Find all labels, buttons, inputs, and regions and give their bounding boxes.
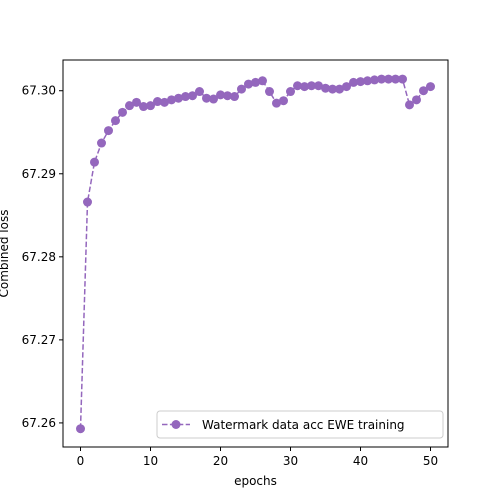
data-point [398,74,407,84]
data-point [342,82,351,92]
data-point [76,424,85,434]
data-point [251,77,260,87]
data-point [195,87,204,97]
data-point [300,82,309,92]
x-tick-label: 0 [77,454,85,468]
data-point [118,107,127,117]
data-point [132,97,141,107]
legend: Watermark data acc EWE training [156,410,444,439]
data-point [111,116,120,126]
data-point [321,83,330,93]
data-point [223,91,232,101]
y-tick-label: 67.26 [22,416,56,430]
data-point [202,93,211,103]
y-tick-label: 67.28 [22,250,56,264]
data-point [209,94,218,104]
data-point [335,84,344,94]
x-axis-label: epochs [234,474,277,488]
data-point [146,101,155,111]
legend-marker [171,420,181,429]
x-tick-label: 40 [353,454,368,468]
plot-area [63,60,448,447]
x-tick-label: 30 [283,454,298,468]
data-point [244,79,253,89]
data-point [426,82,435,92]
y-axis-ticks: 67.26 67.27 67.28 67.29 67.30 [22,84,63,430]
y-tick-label: 67.27 [22,333,56,347]
y-axis-label: Combined loss [0,210,11,298]
legend-box [156,410,444,439]
data-point [384,74,393,84]
x-tick-label: 50 [423,454,438,468]
data-point [181,92,190,102]
data-point [167,95,176,105]
data-point [356,77,365,87]
data-point [349,77,358,87]
data-point [258,76,267,86]
data-point [293,81,302,91]
data-point [363,76,372,86]
data-point [279,96,288,106]
data-point [391,74,400,84]
data-point [272,98,281,108]
data-point [160,97,169,107]
data-point [90,157,99,167]
data-point [419,86,428,96]
data-point [216,90,225,100]
data-point [97,138,106,148]
data-point [328,84,337,94]
data-point [104,126,113,136]
data-point [153,97,162,107]
data-point [125,101,134,111]
data-point [412,95,421,105]
data-point [405,100,414,110]
x-axis-ticks: 0 10 20 30 40 50 [77,447,438,468]
data-point [174,93,183,103]
data-point [307,81,316,91]
data-point [188,91,197,101]
x-tick-label: 10 [143,454,158,468]
data-point [83,197,92,207]
data-point [237,84,246,94]
plot-frame [62,59,449,448]
data-point [377,74,386,84]
data-point [265,87,274,97]
data-point [139,102,148,112]
data-point [230,92,239,102]
x-tick-label: 20 [213,454,228,468]
data-point [286,87,295,97]
legend-label: Watermark data acc EWE training [202,418,405,432]
data-point [370,75,379,85]
y-tick-label: 67.30 [22,84,56,98]
y-tick-label: 67.29 [22,167,56,181]
data-point [314,81,323,91]
series-layer [76,74,435,434]
